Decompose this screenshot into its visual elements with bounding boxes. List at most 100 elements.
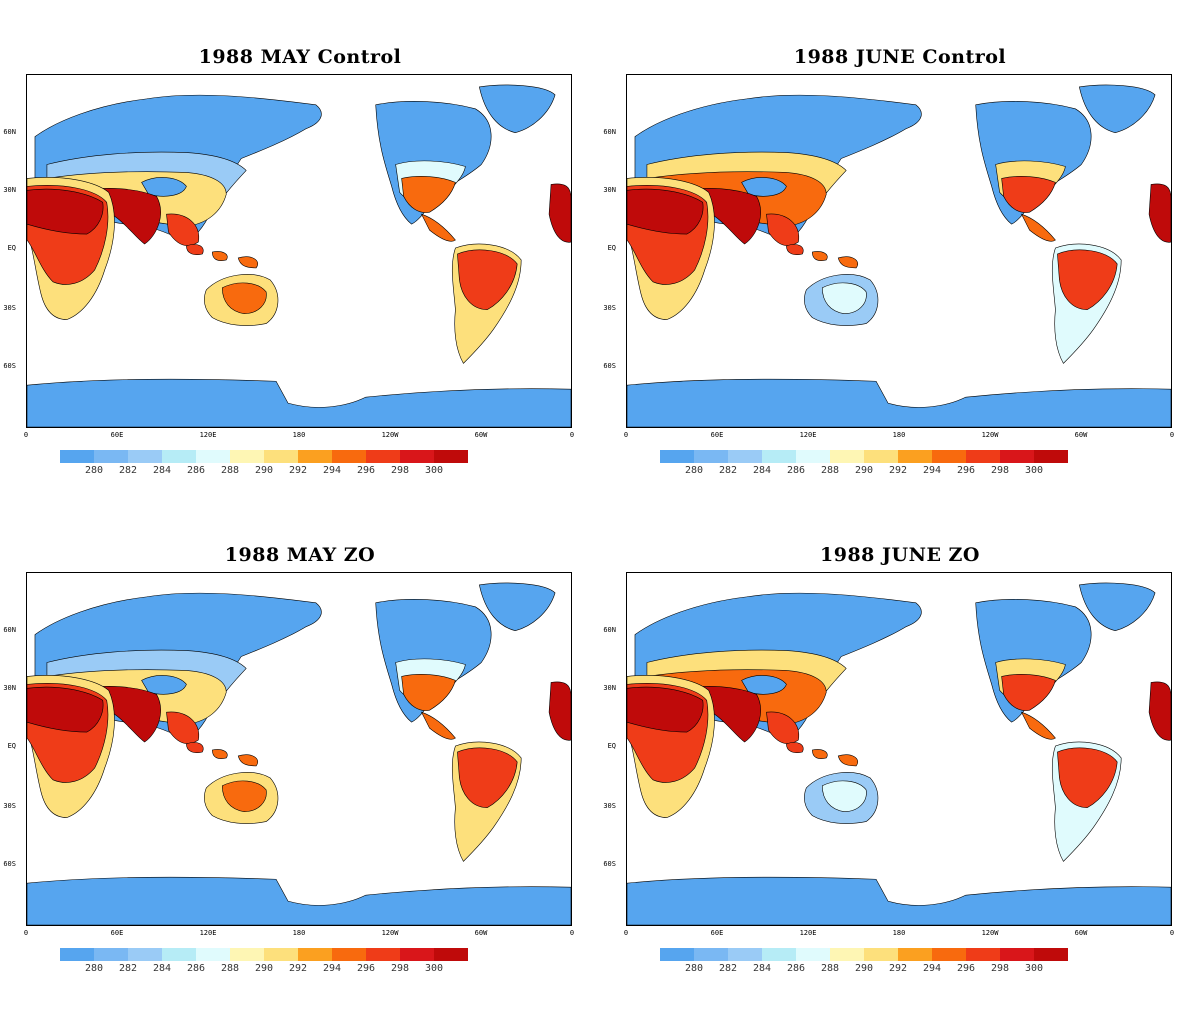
- lon-label: 0: [569, 431, 575, 439]
- region-antarctica: [27, 876, 571, 925]
- colorbar-label: 294: [322, 963, 342, 974]
- region-new-guinea: [237, 256, 258, 269]
- region-na-hot: [1001, 674, 1056, 711]
- region-sahara: [27, 686, 104, 733]
- lat-label: 60N: [603, 626, 616, 634]
- region-sa-hot: [457, 249, 518, 310]
- colorbar-swatch: [864, 948, 898, 961]
- panel-title: 1988 JUNE ZO: [820, 544, 980, 566]
- colorbar-swatch: [264, 450, 298, 463]
- lon-label: 120W: [981, 929, 999, 937]
- colorbar-label: 286: [786, 465, 806, 476]
- colorbar-label: 296: [356, 963, 376, 974]
- colorbar-label: 280: [684, 963, 704, 974]
- region-new-guinea: [837, 256, 858, 269]
- colorbar-label: 286: [186, 963, 206, 974]
- colorbar-label: 282: [118, 465, 138, 476]
- colorbar-label: 288: [820, 465, 840, 476]
- lon-label: 0: [1169, 431, 1175, 439]
- region-indonesia-2: [812, 251, 828, 261]
- colorbar-swatch: [196, 948, 230, 961]
- lat-label: 30N: [603, 186, 616, 194]
- colorbar-swatch: [762, 450, 796, 463]
- region-na-hot: [401, 674, 456, 711]
- lon-label: 60E: [710, 929, 724, 937]
- colorbar-swatch: [298, 450, 332, 463]
- colorbar-swatch: [60, 450, 94, 463]
- colorbar-label: 286: [186, 465, 206, 476]
- colorbar-swatch: [966, 948, 1000, 961]
- colorbar-swatch: [230, 948, 264, 961]
- lon-label: 180: [892, 431, 906, 439]
- lon-label: 180: [892, 929, 906, 937]
- colorbar-label: 280: [684, 465, 704, 476]
- region-na-hot: [401, 176, 456, 213]
- colorbar-swatch: [762, 948, 796, 961]
- lon-label: 60E: [110, 929, 124, 937]
- lon-label: 0: [23, 431, 29, 439]
- panel-title: 1988 JUNE Control: [793, 46, 1007, 68]
- colorbar-label: 282: [718, 963, 738, 974]
- region-australia-core: [221, 282, 267, 314]
- colorbar: [660, 948, 1068, 961]
- colorbar-swatch: [94, 450, 128, 463]
- lon-label: 60E: [110, 431, 124, 439]
- region-sa-hot: [457, 747, 518, 808]
- colorbar-label: 288: [220, 963, 240, 974]
- colorbar-label: 296: [956, 465, 976, 476]
- lon-label: 120E: [199, 929, 217, 937]
- colorbar-label: 300: [1024, 465, 1044, 476]
- colorbar-label: 288: [820, 963, 840, 974]
- lat-label: 60S: [3, 362, 16, 370]
- lat-label: 60S: [603, 362, 616, 370]
- region-sahara: [627, 686, 704, 733]
- colorbar-swatch: [728, 948, 762, 961]
- colorbar-label: 300: [1024, 963, 1044, 974]
- region-indonesia-1: [786, 244, 804, 255]
- colorbar-label: 290: [854, 465, 874, 476]
- colorbar-label: 300: [424, 465, 444, 476]
- colorbar-swatch: [332, 450, 366, 463]
- map-panel-june-zo: 1988 JUNE ZO 60N 30N EQ 30S 60S 0 60E 120E 180 12…: [603, 538, 1178, 1018]
- region-indonesia-1: [786, 742, 804, 753]
- region-tibet: [141, 675, 187, 695]
- colorbar-swatch: [162, 948, 196, 961]
- colorbar-label: 280: [84, 963, 104, 974]
- colorbar-swatch: [1034, 948, 1068, 961]
- colorbar-label: 292: [888, 963, 908, 974]
- colorbar-swatch: [966, 450, 1000, 463]
- colorbar-swatch: [1034, 450, 1068, 463]
- colorbar-label: 288: [220, 465, 240, 476]
- map-panel-may-zo: 1988 MAY ZO 60N 30N EQ 30S 60S 0 60E 120E 180 120…: [3, 538, 578, 1018]
- region-sahara: [627, 188, 704, 235]
- region-indonesia-2: [812, 749, 828, 759]
- lat-label: 60S: [603, 860, 616, 868]
- lon-label: 0: [623, 929, 629, 937]
- colorbar-swatch: [332, 948, 366, 961]
- colorbar-label: 296: [956, 963, 976, 974]
- colorbar-label: 300: [424, 963, 444, 974]
- colorbar-swatch: [932, 948, 966, 961]
- colorbar-label: 292: [288, 963, 308, 974]
- colorbar-label: 284: [152, 465, 172, 476]
- colorbar-label: 284: [752, 465, 772, 476]
- region-new-guinea: [837, 754, 858, 767]
- colorbar-label: 292: [888, 465, 908, 476]
- lon-label: 60W: [474, 431, 488, 439]
- colorbar-swatch: [898, 450, 932, 463]
- colorbar-swatch: [366, 948, 400, 961]
- region-greenland: [1078, 582, 1156, 631]
- region-antarctica: [27, 378, 571, 427]
- lon-label: 120E: [799, 431, 817, 439]
- lat-label: EQ: [607, 742, 616, 750]
- colorbar-label: 290: [254, 465, 274, 476]
- colorbar-swatch: [230, 450, 264, 463]
- lat-label: 30N: [603, 684, 616, 692]
- colorbar-swatch: [660, 450, 694, 463]
- colorbar-label: 290: [254, 963, 274, 974]
- colorbar-swatch: [796, 450, 830, 463]
- colorbar-label: 296: [356, 465, 376, 476]
- colorbar-swatch: [298, 948, 332, 961]
- region-tibet: [741, 675, 787, 695]
- region-australia-core: [821, 282, 867, 314]
